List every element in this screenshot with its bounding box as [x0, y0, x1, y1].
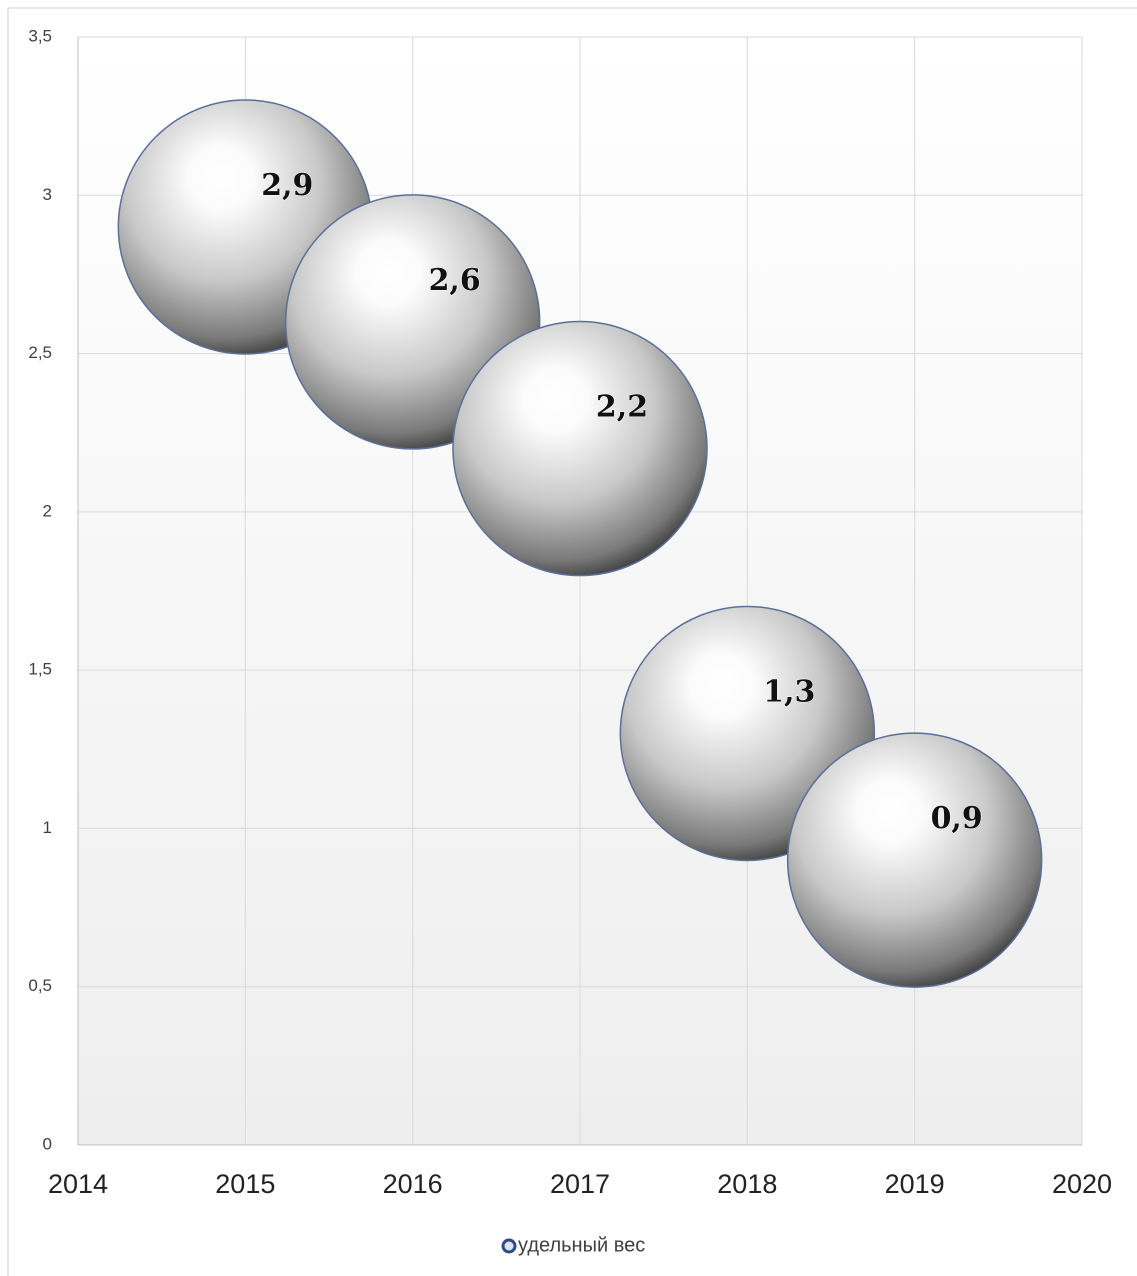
data-label: 2,2	[596, 390, 648, 425]
x-tick-label: 2019	[885, 1169, 945, 1199]
y-tick-label: 0	[43, 1134, 52, 1153]
x-tick-label: 2016	[383, 1169, 443, 1199]
y-tick-label: 3	[43, 185, 52, 204]
bubble	[786, 732, 1043, 988]
data-label: 0,9	[931, 801, 983, 836]
legend-marker	[501, 1238, 517, 1254]
x-tick-label: 2014	[48, 1169, 108, 1199]
legend-label: удельный вес	[518, 1234, 645, 1256]
labels: 0 0,5 1 1,5 2 2,5 3 3,5 2014 2015 2016 2017 2018 2019…	[28, 26, 1112, 1256]
y-tick-label: 3,5	[28, 26, 52, 45]
bubble	[452, 320, 708, 577]
y-tick-label: 1,5	[28, 660, 52, 679]
data-label: 1,3	[763, 674, 815, 709]
x-tick-label: 2017	[550, 1169, 610, 1199]
x-tick-label: 2020	[1052, 1169, 1112, 1199]
x-tick-label: 2015	[215, 1169, 275, 1199]
y-tick-label: 0,5	[28, 976, 52, 995]
data-label: 2,9	[261, 168, 313, 203]
y-tick-label: 1	[43, 818, 52, 837]
data-label: 2,6	[429, 263, 481, 298]
y-tick-label: 2,5	[28, 343, 52, 362]
marks: 2,9 2,6 2,2 1,3 0,9	[117, 99, 1043, 988]
y-tick-label: 2	[43, 501, 52, 520]
x-tick-label: 2018	[717, 1169, 777, 1199]
